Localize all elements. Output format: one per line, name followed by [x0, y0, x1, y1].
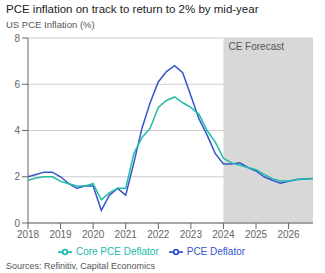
svg-text:2019: 2019 [49, 229, 72, 240]
svg-text:CE Forecast: CE Forecast [228, 41, 284, 52]
html-text:Core PCE Deflator: Core PCE Deflator [75, 245, 159, 257]
svg-text:2: 2 [14, 171, 20, 182]
svg-text:2026: 2026 [277, 229, 300, 240]
svg-text:2023: 2023 [180, 229, 203, 240]
html-text:PCE inflation on track to retu: PCE inflation on track to return to 2% b… [6, 3, 259, 15]
html-text:US PCE Inflation (%): US PCE Inflation (%) [6, 19, 95, 30]
svg-text:6: 6 [14, 79, 20, 90]
svg-text:0: 0 [14, 218, 20, 229]
html-text:PCE Deflator: PCE Deflator [186, 245, 246, 257]
svg-text:2022: 2022 [147, 229, 170, 240]
svg-text:4: 4 [14, 125, 20, 136]
svg-text:2025: 2025 [245, 229, 268, 240]
svg-text:2018: 2018 [17, 229, 40, 240]
svg-text:8: 8 [14, 33, 20, 44]
html-text:Sources: Refinitiv, Capital Ec: Sources: Refinitiv, Capital Economics [6, 261, 155, 271]
svg-text:2020: 2020 [82, 229, 105, 240]
svg-text:2024: 2024 [212, 229, 235, 240]
svg-text:2021: 2021 [115, 229, 138, 240]
